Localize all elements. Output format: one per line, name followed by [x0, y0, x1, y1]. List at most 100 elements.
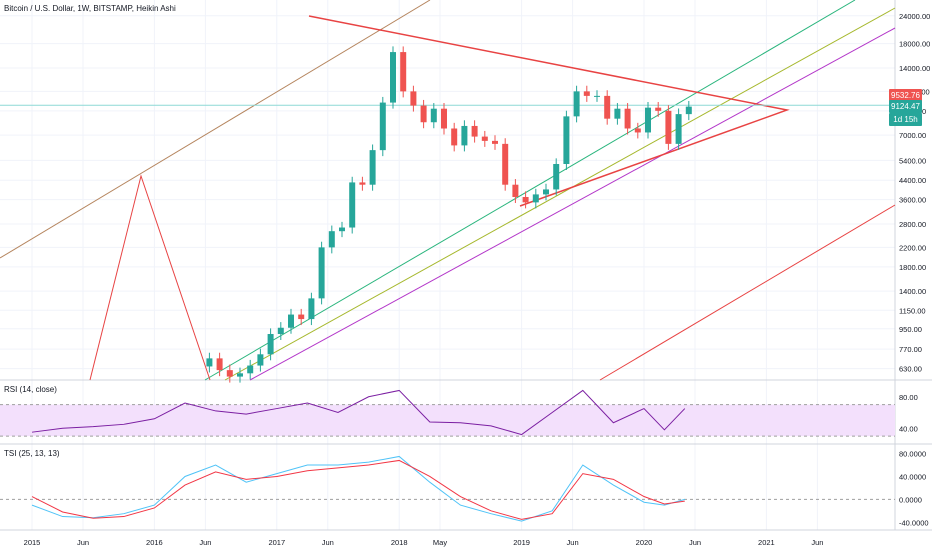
price-tick-label: 3600.00: [899, 196, 926, 205]
tsi-title: TSI (25, 13, 13): [4, 449, 60, 458]
price-tick-label: 1400.00: [899, 287, 926, 296]
candle-body: [685, 106, 692, 115]
candle-body: [492, 140, 498, 144]
channel-line: [599, 204, 896, 381]
candle-body: [675, 114, 682, 144]
price2-badge: 9124.47: [889, 100, 922, 113]
candle-body: [512, 184, 519, 197]
candle-body: [645, 107, 651, 133]
tsi-tick-label: 40.0000: [899, 472, 926, 481]
candle-body: [247, 365, 254, 374]
candle-body: [216, 358, 223, 371]
candle-body: [594, 95, 600, 97]
tsi-tick-label: 0.0000: [899, 495, 922, 504]
chart-title: Bitcoin / U.S. Dollar, 1W, BITSTAMP, Hei…: [4, 4, 176, 13]
candle-body: [451, 128, 458, 146]
candle-body: [308, 298, 315, 320]
candle-body: [267, 334, 274, 355]
candle-body: [339, 227, 345, 232]
candle-body: [634, 128, 641, 133]
channel-line: [249, 27, 896, 381]
rsi-tick-label: 80.00: [899, 393, 918, 402]
candle-body: [206, 358, 213, 367]
candle-body: [471, 125, 478, 137]
candle-body: [328, 231, 335, 248]
countdown-badge: 1d 15h: [889, 113, 922, 126]
channel-line: [204, 0, 856, 381]
tsi-tick-label: -40.0000: [899, 518, 929, 527]
candle-body: [400, 52, 407, 92]
candle-body: [624, 108, 631, 129]
candle-body: [522, 196, 529, 203]
candle-body: [543, 189, 549, 195]
price-tick-label: 18000.00: [899, 40, 930, 49]
triangle-pattern: [308, 15, 790, 207]
candle-body: [665, 110, 672, 144]
candle-body: [583, 91, 590, 96]
candle-body: [226, 370, 233, 377]
time-tick-label: 2021: [758, 538, 775, 547]
time-tick-label: 2015: [24, 538, 41, 547]
price-tick-label: 770.00: [899, 345, 922, 354]
time-tick-label: May: [433, 538, 447, 547]
candle-body: [563, 116, 570, 164]
rsi-line: [31, 389, 686, 436]
candle-body: [237, 373, 243, 377]
time-tick-label: Jun: [199, 538, 211, 547]
candle-body: [277, 327, 284, 335]
pitchfork-line: [89, 174, 211, 381]
time-tick-label: Jun: [322, 538, 334, 547]
candle-body: [298, 314, 305, 320]
time-tick-label: Jun: [567, 538, 579, 547]
channel-line: [224, 7, 896, 381]
candle-body: [655, 107, 662, 111]
candle-body: [553, 163, 560, 190]
candle-body: [614, 108, 621, 119]
candle-body: [532, 194, 539, 203]
candle-body: [573, 91, 580, 117]
tsi-tick-label: 80.0000: [899, 450, 926, 459]
price-tick-label: 1800.00: [899, 263, 926, 272]
candle-body: [441, 108, 447, 129]
price-tick-label: 2200.00: [899, 243, 926, 252]
candle-body: [410, 91, 417, 106]
candle-body: [257, 354, 264, 366]
candle-body: [288, 314, 294, 328]
price-tick-label: 630.00: [899, 365, 922, 374]
candle-body: [359, 182, 366, 185]
price-tick-label: 7000.00: [899, 131, 926, 140]
time-tick-label: 2016: [146, 538, 163, 547]
tsi-line: [31, 455, 685, 522]
candle-body: [604, 95, 611, 119]
time-tick-label: 2020: [636, 538, 653, 547]
candle-body: [430, 108, 437, 123]
price-tick-label: 5400.00: [899, 156, 926, 165]
candle-body: [390, 52, 396, 103]
candle-body: [420, 105, 427, 123]
rsi-title: RSI (14, close): [4, 385, 57, 394]
time-tick-label: Jun: [811, 538, 823, 547]
tsi-signal-line: [31, 459, 685, 520]
price-tick-label: 4400.00: [899, 176, 926, 185]
price-tick-label: 1150.00: [899, 306, 926, 315]
rsi-band: [0, 404, 895, 437]
channel-line: [0, 0, 431, 259]
candle-body: [461, 125, 468, 146]
time-tick-label: 2018: [391, 538, 408, 547]
rsi-tick-label: 40.00: [899, 424, 918, 433]
time-tick-label: 2017: [268, 538, 285, 547]
candle-body: [318, 247, 325, 299]
candle-body: [349, 182, 356, 228]
price-tick-label: 24000.00: [899, 12, 930, 21]
time-tick-label: 2019: [513, 538, 530, 547]
time-tick-label: Jun: [689, 538, 701, 547]
time-tick-label: Jun: [77, 538, 89, 547]
candle-body: [502, 143, 509, 185]
candle-body: [379, 102, 386, 151]
price-tick-label: 2800.00: [899, 220, 926, 229]
price-tick-label: 14000.00: [899, 64, 930, 73]
price-tick-label: 950.00: [899, 325, 922, 334]
last-price-badge: 9532.76: [889, 89, 922, 102]
candle-body: [369, 150, 376, 185]
